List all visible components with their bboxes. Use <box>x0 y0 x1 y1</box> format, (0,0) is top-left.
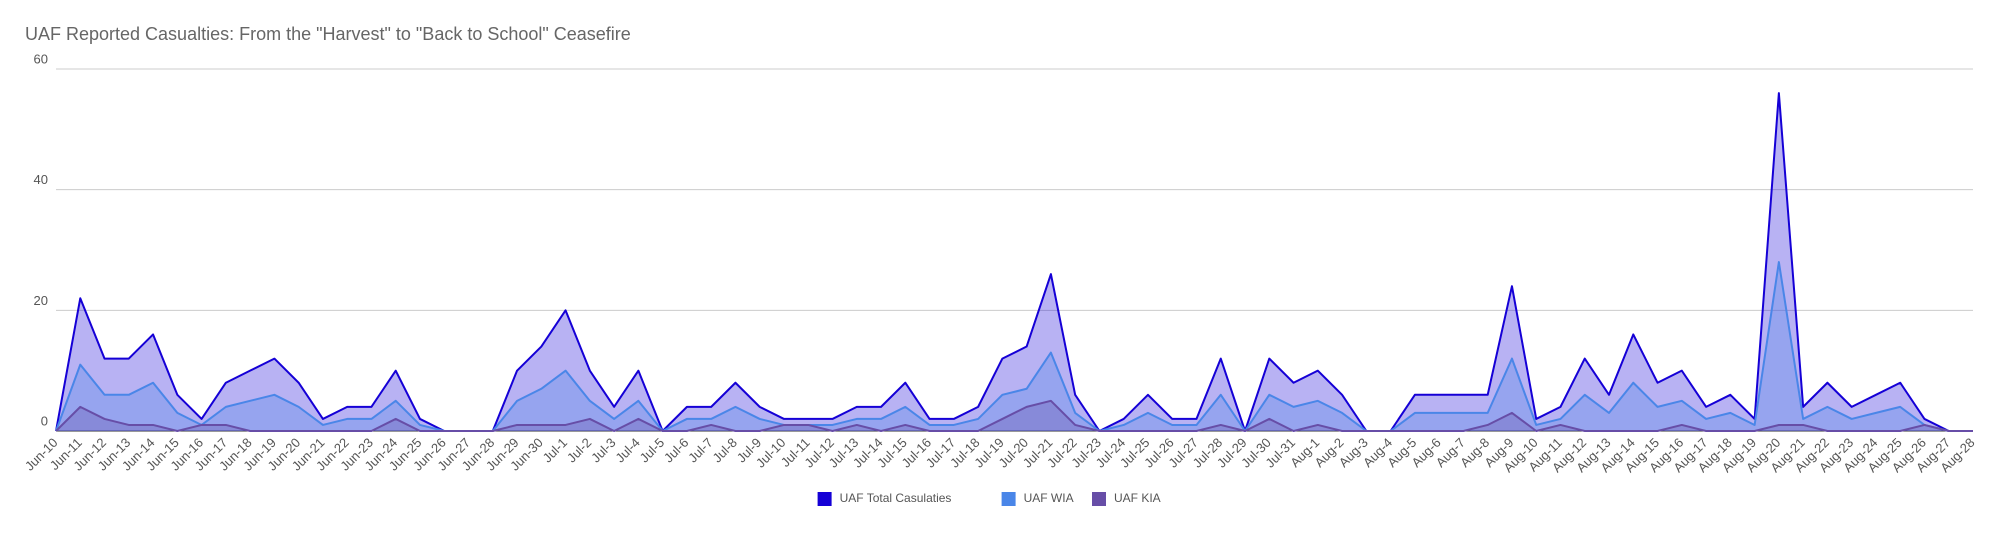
area-line <box>55 399 1973 432</box>
chart-title: UAF Reported Casualties: From the "Harve… <box>25 24 631 44</box>
x-tick-label: Jul-5 <box>637 435 668 466</box>
y-tick-label: 60 <box>34 51 48 66</box>
x-tick-label: Jul-1 <box>540 435 571 466</box>
y-tick-label: 40 <box>34 172 48 187</box>
y-tick-label: 20 <box>34 293 48 308</box>
legend-swatch <box>1092 492 1106 506</box>
legend-label: UAF KIA <box>1114 491 1161 505</box>
legend-label: UAF Total Casulaties <box>840 491 952 505</box>
legend-swatch <box>817 492 832 506</box>
x-tick-label: Jul-7 <box>685 435 716 466</box>
x-tick-label: Jul-8 <box>709 435 740 466</box>
x-tick-label: Jul-3 <box>588 435 619 466</box>
area-fill <box>56 262 1973 431</box>
legend-swatch <box>1001 492 1016 506</box>
legend-label: UAF WIA <box>1024 491 1074 505</box>
area-line <box>55 92 1973 432</box>
x-tick-label: Jul-2 <box>564 435 595 466</box>
y-tick-label: 0 <box>41 413 48 428</box>
x-tick-label: Jul-4 <box>612 435 643 466</box>
x-tick-label: Jul-6 <box>661 435 692 466</box>
area-fill <box>56 400 1973 431</box>
area-fill <box>56 93 1973 431</box>
area-line <box>55 261 1973 432</box>
